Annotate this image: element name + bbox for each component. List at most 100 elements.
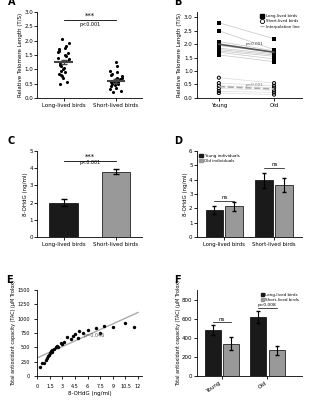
Text: F: F — [174, 275, 180, 285]
Point — [53, 344, 58, 350]
Point — [272, 50, 276, 57]
Point — [115, 69, 120, 75]
Point — [114, 85, 118, 91]
Y-axis label: Relative Telomere Length (T/S): Relative Telomere Length (T/S) — [18, 13, 23, 97]
Point — [64, 53, 69, 60]
Point — [45, 355, 50, 362]
Point — [110, 89, 115, 95]
Point — [113, 82, 118, 88]
Point — [49, 347, 54, 354]
Point — [57, 70, 62, 77]
Point — [57, 48, 62, 54]
Point — [216, 88, 221, 94]
Point — [61, 65, 66, 71]
Point — [61, 75, 66, 81]
Point — [66, 50, 71, 57]
Point — [115, 63, 120, 70]
Point — [37, 364, 42, 371]
Point — [47, 352, 52, 358]
Point — [272, 84, 276, 91]
Text: ***: *** — [85, 13, 95, 19]
Point — [81, 329, 86, 336]
Point — [64, 334, 69, 340]
Point — [85, 327, 90, 334]
Point — [272, 52, 276, 58]
Point — [272, 89, 276, 96]
Point — [70, 333, 75, 339]
Point — [272, 53, 276, 60]
Point — [77, 328, 82, 334]
Text: A: A — [8, 0, 16, 7]
Point — [110, 324, 115, 330]
Point — [109, 79, 114, 85]
Point — [111, 78, 116, 84]
Point — [64, 43, 69, 50]
Point — [55, 54, 60, 61]
Text: ***: *** — [85, 154, 95, 160]
Point — [119, 73, 124, 80]
Legend: Young individuals, Old individuals: Young individuals, Old individuals — [199, 153, 240, 163]
Point — [109, 70, 114, 77]
Point — [72, 331, 77, 338]
Point — [119, 75, 124, 81]
Point — [216, 52, 221, 58]
Point — [98, 329, 103, 336]
Text: p<0.001: p<0.001 — [79, 22, 100, 27]
Bar — [250, 317, 266, 376]
Point — [272, 58, 276, 65]
Point — [65, 58, 70, 64]
Point — [216, 46, 221, 53]
Point — [60, 66, 65, 72]
Point — [75, 335, 80, 342]
Point — [60, 341, 65, 347]
Bar — [225, 206, 243, 237]
Point — [62, 52, 67, 58]
Legend: Long-lived birds, Short-lived birds: Long-lived birds, Short-lived birds — [260, 292, 299, 302]
Point — [59, 36, 64, 42]
Point — [48, 348, 53, 354]
Point — [67, 40, 72, 47]
Point — [58, 68, 63, 74]
Point — [52, 345, 57, 352]
Point — [63, 69, 67, 75]
Point — [216, 80, 221, 86]
Point — [94, 325, 99, 332]
Point — [216, 74, 221, 81]
Point — [114, 59, 119, 65]
Point — [58, 72, 63, 78]
Point — [39, 360, 44, 366]
Point — [108, 68, 113, 74]
Point — [65, 79, 70, 85]
Point — [216, 20, 221, 26]
Point — [116, 79, 121, 85]
Point — [111, 78, 116, 84]
Y-axis label: Relative Telomere Length (T/S): Relative Telomere Length (T/S) — [178, 13, 183, 97]
Text: p<0.001: p<0.001 — [79, 160, 100, 165]
Text: ns: ns — [219, 317, 225, 322]
Bar — [255, 180, 273, 237]
Point — [114, 75, 119, 81]
Point — [109, 80, 114, 87]
Bar — [276, 185, 293, 237]
Point — [272, 80, 276, 86]
Legend: Long-lived birds, Short-lived birds, Interpolation line: Long-lived birds, Short-lived birds, Int… — [259, 14, 300, 29]
Bar — [205, 330, 221, 376]
Point — [55, 49, 60, 55]
Y-axis label: Total antioxidant capacity (TAC) (μM Trolox): Total antioxidant capacity (TAC) (μM Tro… — [176, 280, 181, 386]
Point — [272, 87, 276, 94]
Bar — [49, 202, 78, 237]
Point — [58, 63, 63, 70]
Bar — [102, 172, 130, 237]
Text: D: D — [174, 136, 182, 146]
Point — [42, 360, 47, 367]
X-axis label: 8-OHdG (ng/ml): 8-OHdG (ng/ml) — [68, 392, 112, 396]
Text: C: C — [8, 136, 15, 146]
Point — [272, 92, 276, 98]
Point — [108, 86, 113, 92]
Point — [108, 72, 113, 78]
Point — [57, 62, 62, 68]
Point — [123, 320, 128, 326]
Point — [216, 49, 221, 56]
Point — [117, 76, 122, 82]
Point — [55, 342, 60, 349]
